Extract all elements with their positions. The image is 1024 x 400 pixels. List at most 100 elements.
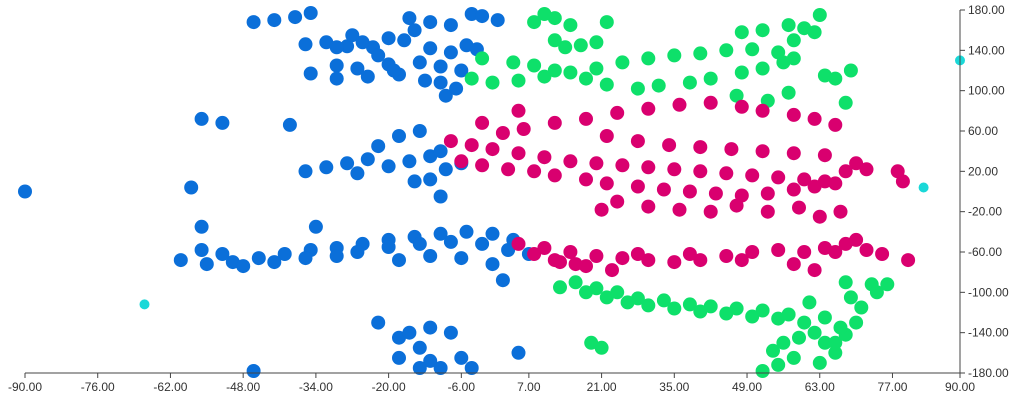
data-point-magenta-61 <box>610 194 625 209</box>
x-tick-label: -20.00 <box>372 380 406 394</box>
data-point-green-18 <box>599 77 614 92</box>
data-point-magenta-93 <box>630 247 645 261</box>
data-point-blue-2 <box>397 33 412 48</box>
data-point-blue-87 <box>454 251 469 266</box>
data-point-green-45 <box>843 63 858 78</box>
data-point-magenta-46 <box>630 134 645 149</box>
data-point-magenta-3 <box>511 146 526 161</box>
data-point-magenta-14 <box>797 172 812 187</box>
data-point-green-91 <box>833 320 848 335</box>
data-point-green-48 <box>527 15 542 30</box>
data-point-magenta-66 <box>760 204 775 219</box>
data-point-green-90 <box>817 310 832 325</box>
data-point-blue-15 <box>454 63 469 78</box>
data-point-magenta-72 <box>563 245 578 259</box>
data-point-blue-23 <box>246 15 261 30</box>
data-point-magenta-89 <box>605 263 619 278</box>
data-point-magenta-70 <box>511 236 526 251</box>
data-point-green-9 <box>693 46 708 61</box>
data-point-blue-85 <box>392 253 406 268</box>
data-point-blue-109 <box>423 320 438 335</box>
data-point-green-69 <box>781 307 796 322</box>
data-point-green-70 <box>797 315 812 330</box>
data-point-blue-77 <box>350 245 365 259</box>
data-point-green-6 <box>615 55 630 70</box>
data-point-blue-36 <box>418 73 432 88</box>
data-point-blue-72 <box>485 226 500 241</box>
data-point-blue-50 <box>298 164 313 179</box>
data-point-blue-97 <box>392 330 406 345</box>
data-point-magenta-85 <box>875 247 890 261</box>
data-point-blue-53 <box>371 139 386 154</box>
data-point-blue-27 <box>464 7 479 21</box>
data-point-blue-45 <box>381 159 396 174</box>
data-point-green-94 <box>766 343 780 358</box>
data-point-blue-8 <box>319 35 334 50</box>
x-tick-label: -6.00 <box>448 380 476 394</box>
data-point-magenta-5 <box>563 154 578 169</box>
data-point-magenta-49 <box>724 142 739 157</box>
data-point-blue-17 <box>329 71 344 86</box>
data-point-magenta-47 <box>662 138 677 153</box>
data-point-magenta-44 <box>828 117 843 132</box>
data-point-magenta-88 <box>579 259 593 274</box>
data-point-green-68 <box>755 303 770 318</box>
data-point-blue-38 <box>449 81 464 96</box>
data-point-blue-98 <box>412 340 427 355</box>
data-point-blue-100 <box>433 361 448 375</box>
data-point-magenta-74 <box>615 251 630 266</box>
data-point-green-63 <box>630 291 645 306</box>
data-point-magenta-9 <box>667 162 682 177</box>
data-point-green-37 <box>781 18 796 33</box>
data-point-blue-61 <box>199 257 214 272</box>
data-point-green-27 <box>729 88 744 103</box>
data-point-magenta-43 <box>807 111 822 126</box>
data-point-magenta-50 <box>755 144 770 159</box>
data-point-blue-51 <box>319 160 334 175</box>
data-point-blue-56 <box>433 144 448 159</box>
data-point-magenta-25 <box>656 182 671 197</box>
data-point-magenta-26 <box>682 184 697 199</box>
x-axis-ticks: -90.00 -76.00 -62.00 -48.00 -34.00 -20.00 -6.0… <box>8 373 975 394</box>
data-point-blue-96 <box>371 315 386 330</box>
data-point-blue-14 <box>433 59 448 74</box>
data-point-magenta-71 <box>537 241 552 255</box>
data-point-green-5 <box>589 61 604 76</box>
x-tick-label: 77.00 <box>877 380 907 394</box>
data-point-magenta-45 <box>599 129 614 143</box>
data-point-blue-41 <box>215 115 230 130</box>
data-point-blue-40 <box>194 111 209 126</box>
data-point-green-47 <box>558 40 573 55</box>
data-point-magenta-41 <box>755 103 770 118</box>
data-point-magenta-38 <box>672 97 687 112</box>
data-point-green-83 <box>838 275 853 290</box>
data-point-blue-57 <box>407 174 422 189</box>
data-point-blue-106 <box>464 361 479 375</box>
data-point-magenta-98 <box>828 245 843 259</box>
data-point-blue-25 <box>423 15 438 30</box>
data-point-magenta-35 <box>579 111 593 126</box>
data-point-magenta-91 <box>547 253 562 268</box>
data-point-green-89 <box>802 295 817 310</box>
data-point-blue-7 <box>340 39 355 54</box>
data-point-magenta-97 <box>807 263 822 278</box>
data-point-magenta-79 <box>745 245 760 259</box>
data-point-blue-78 <box>381 240 396 254</box>
data-point-magenta-94 <box>682 247 697 261</box>
data-point-green-17 <box>579 71 593 86</box>
data-point-blue-82 <box>501 243 516 257</box>
data-point-green-33 <box>589 35 604 50</box>
data-point-green-86 <box>880 277 895 292</box>
data-point-blue-101 <box>412 361 427 375</box>
data-point-blue-86 <box>423 249 438 263</box>
data-point-magenta-75 <box>641 253 656 268</box>
data-point-blue-34 <box>371 48 386 63</box>
data-point-green-85 <box>869 285 884 300</box>
x-tick-label: -76.00 <box>81 380 115 394</box>
data-point-green-76 <box>771 357 786 372</box>
data-point-green-49 <box>537 7 552 21</box>
data-point-blue-3 <box>423 41 438 56</box>
x-tick-label: -90.00 <box>8 380 42 394</box>
y-tick-label: -140.00 <box>968 326 1009 340</box>
data-point-green-21 <box>682 75 697 90</box>
